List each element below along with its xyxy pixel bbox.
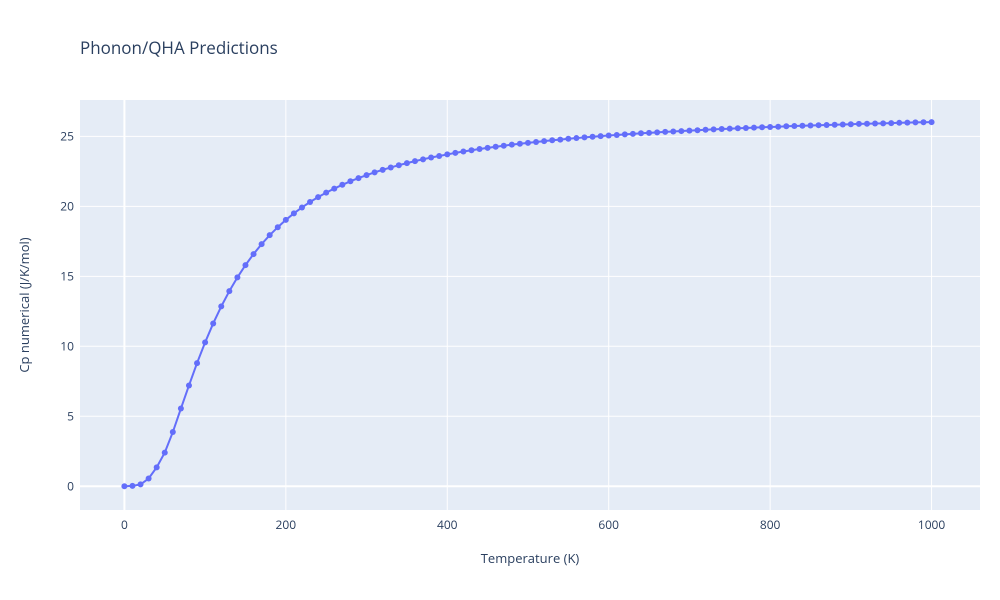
x-tick-label: 0 (121, 516, 128, 533)
x-tick-label: 1000 (918, 516, 945, 533)
y-tick-label: 0 (67, 478, 74, 495)
x-tick-label: 400 (437, 516, 458, 533)
chart-container: Phonon/QHA Predictions Cp numerical (J/K… (0, 0, 1000, 600)
y-tick-label: 10 (60, 338, 74, 355)
x-tick-label: 800 (760, 516, 781, 533)
y-tick-label: 25 (60, 128, 74, 145)
plot-area (80, 100, 980, 510)
x-tick-label: 200 (276, 516, 297, 533)
x-tick-label: 600 (598, 516, 619, 533)
y-tick-label: 5 (67, 408, 74, 425)
chart-title: Phonon/QHA Predictions (80, 36, 278, 59)
x-axis-label: Temperature (K) (481, 549, 580, 567)
y-tick-label: 15 (60, 268, 74, 285)
y-tick-label: 20 (60, 198, 74, 215)
y-axis-label: Cp numerical (J/K/mol) (15, 237, 33, 372)
plot-svg (80, 100, 980, 510)
